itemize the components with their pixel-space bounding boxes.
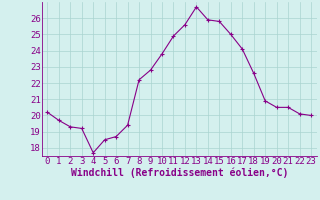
X-axis label: Windchill (Refroidissement éolien,°C): Windchill (Refroidissement éolien,°C) — [70, 167, 288, 178]
